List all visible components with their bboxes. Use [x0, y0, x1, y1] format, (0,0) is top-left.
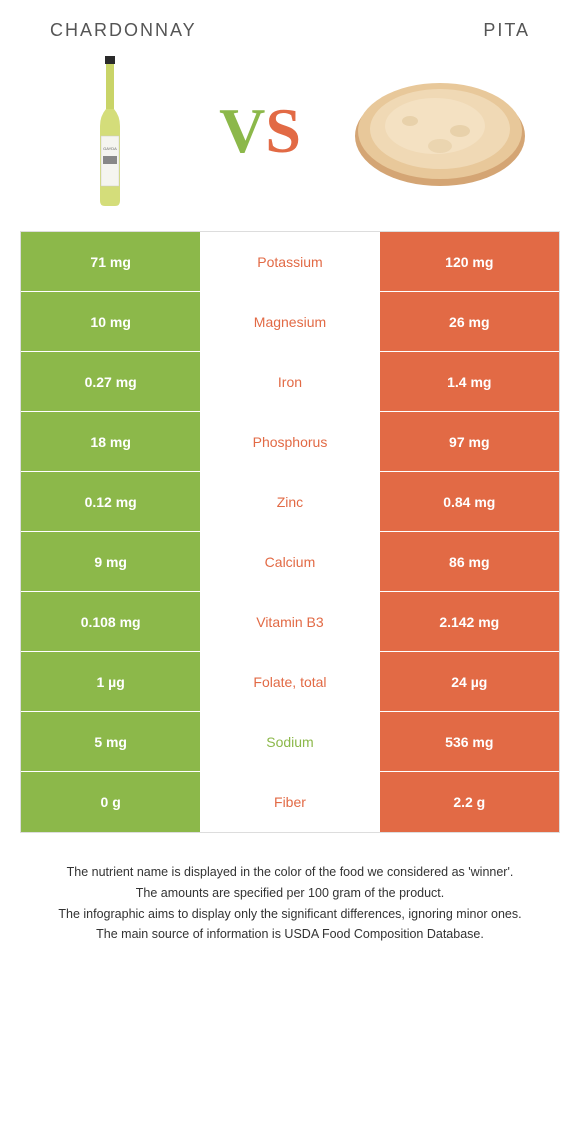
value-left: 0.108 mg — [21, 592, 200, 651]
value-left: 5 mg — [21, 712, 200, 771]
title-left: CHARDONNAY — [50, 20, 197, 41]
value-left: 10 mg — [21, 292, 200, 351]
value-right: 536 mg — [380, 712, 559, 771]
title-right: PITA — [483, 20, 530, 41]
value-left: 0.12 mg — [21, 472, 200, 531]
nutrient-label: Potassium — [200, 232, 379, 291]
nutrient-label: Calcium — [200, 532, 379, 591]
value-right: 2.142 mg — [380, 592, 559, 651]
footer-notes: The nutrient name is displayed in the co… — [20, 833, 560, 966]
svg-text:GAYDA: GAYDA — [103, 146, 117, 151]
table-row: 1 µgFolate, total24 µg — [21, 652, 559, 712]
vs-label: VS — [219, 94, 301, 168]
chardonnay-image: GAYDA — [50, 56, 170, 206]
header-row: CHARDONNAY PITA — [20, 15, 560, 56]
value-left: 71 mg — [21, 232, 200, 291]
value-left: 9 mg — [21, 532, 200, 591]
vs-v: V — [219, 95, 265, 166]
table-row: 9 mgCalcium86 mg — [21, 532, 559, 592]
value-right: 97 mg — [380, 412, 559, 471]
table-row: 5 mgSodium536 mg — [21, 712, 559, 772]
footer-line-3: The infographic aims to display only the… — [30, 905, 550, 924]
images-row: GAYDA VS — [20, 56, 560, 231]
value-left: 0 g — [21, 772, 200, 832]
table-row: 18 mgPhosphorus97 mg — [21, 412, 559, 472]
value-right: 0.84 mg — [380, 472, 559, 531]
table-row: 0 gFiber2.2 g — [21, 772, 559, 832]
infographic-container: CHARDONNAY PITA GAYDA VS — [0, 0, 580, 981]
table-row: 0.12 mgZinc0.84 mg — [21, 472, 559, 532]
footer-line-1: The nutrient name is displayed in the co… — [30, 863, 550, 882]
value-right: 26 mg — [380, 292, 559, 351]
table-row: 71 mgPotassium120 mg — [21, 232, 559, 292]
value-right: 1.4 mg — [380, 352, 559, 411]
value-right: 24 µg — [380, 652, 559, 711]
nutrient-label: Phosphorus — [200, 412, 379, 471]
table-row: 0.108 mgVitamin B32.142 mg — [21, 592, 559, 652]
value-right: 2.2 g — [380, 772, 559, 832]
footer-line-2: The amounts are specified per 100 gram o… — [30, 884, 550, 903]
nutrient-label: Sodium — [200, 712, 379, 771]
nutrient-label: Folate, total — [200, 652, 379, 711]
nutrient-label: Magnesium — [200, 292, 379, 351]
table-row: 10 mgMagnesium26 mg — [21, 292, 559, 352]
table-row: 0.27 mgIron1.4 mg — [21, 352, 559, 412]
value-left: 0.27 mg — [21, 352, 200, 411]
nutrient-table: 71 mgPotassium120 mg10 mgMagnesium26 mg0… — [20, 231, 560, 833]
value-left: 18 mg — [21, 412, 200, 471]
value-right: 120 mg — [380, 232, 559, 291]
nutrient-label: Fiber — [200, 772, 379, 832]
nutrient-label: Iron — [200, 352, 379, 411]
nutrient-label: Vitamin B3 — [200, 592, 379, 651]
footer-line-4: The main source of information is USDA F… — [30, 925, 550, 944]
nutrient-label: Zinc — [200, 472, 379, 531]
value-right: 86 mg — [380, 532, 559, 591]
pita-image — [350, 66, 530, 196]
vs-s: S — [265, 95, 301, 166]
value-left: 1 µg — [21, 652, 200, 711]
